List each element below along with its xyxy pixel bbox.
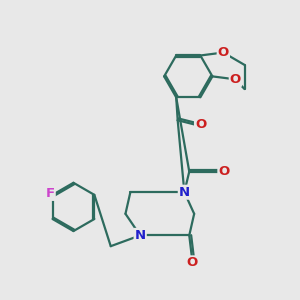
Text: O: O (230, 73, 241, 86)
Text: O: O (218, 46, 229, 59)
Text: N: N (135, 229, 146, 242)
Text: O: O (195, 118, 206, 131)
Text: N: N (179, 186, 190, 199)
Text: O: O (187, 256, 198, 269)
Text: O: O (218, 165, 230, 178)
Text: F: F (46, 187, 55, 200)
